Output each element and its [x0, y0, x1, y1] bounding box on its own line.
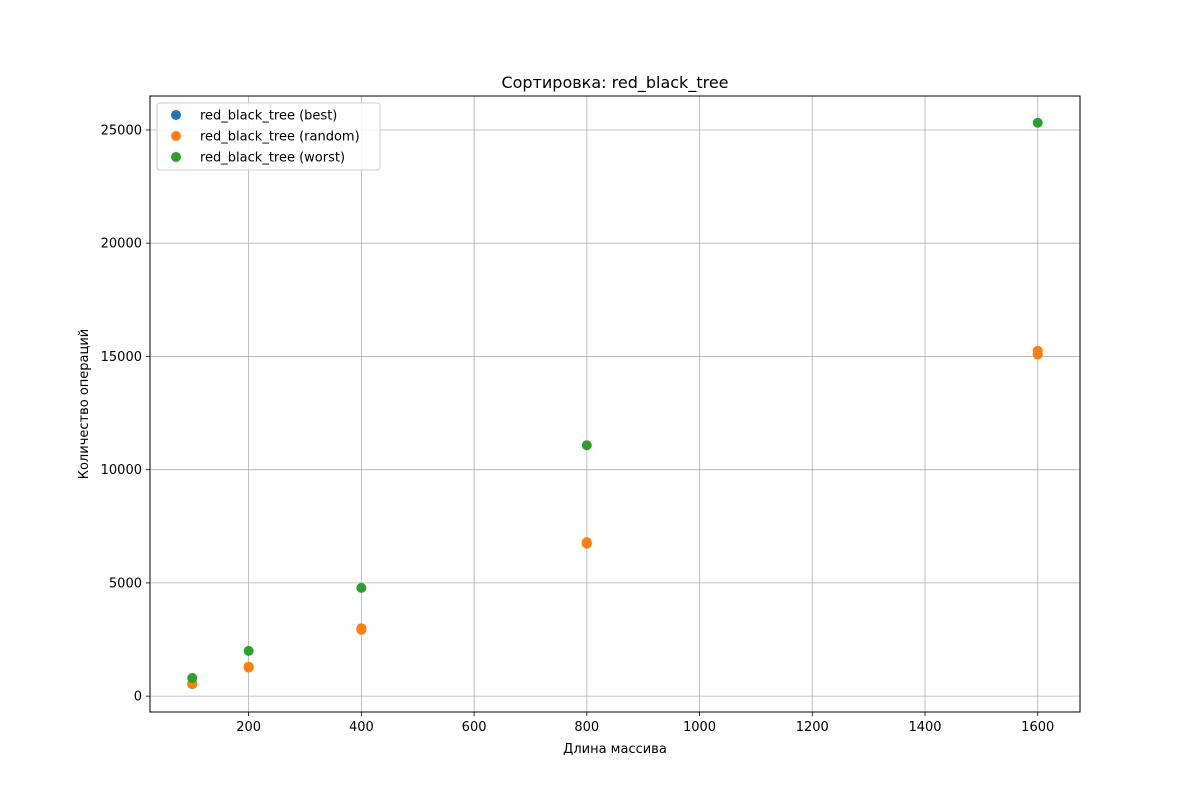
y-tick-label: 15000	[101, 350, 142, 365]
y-tick-label: 20000	[101, 237, 142, 252]
legend-label: red_black_tree (worst)	[200, 151, 345, 166]
scatter-point-series-1	[356, 623, 367, 634]
x-tick-label: 1200	[796, 720, 829, 735]
scatter-point-series-1	[1032, 345, 1043, 356]
y-axis-label: Количество операций	[77, 329, 92, 480]
x-tick-label: 1400	[908, 720, 941, 735]
legend-marker	[171, 110, 181, 120]
scatter-point-series-1	[243, 661, 254, 672]
plot-area-frame	[149, 95, 1081, 713]
legend-label: red_black_tree (random)	[200, 130, 360, 145]
scatter-point-series-1	[581, 537, 592, 548]
x-tick-label: 400	[349, 720, 374, 735]
x-tick-label: 600	[462, 720, 487, 735]
y-tick-label: 25000	[101, 123, 142, 138]
x-tick-label: 800	[574, 720, 599, 735]
scatter-point-series-2	[1032, 117, 1043, 128]
x-tick-label: 1600	[1021, 720, 1054, 735]
scatter-point-series-2	[356, 582, 367, 593]
legend-box	[156, 102, 381, 171]
x-tick-label: 200	[236, 720, 261, 735]
axis-ticks: 200 400 600 800 1000 1200 1400 1600 0 5000 10000 15…	[101, 123, 1055, 735]
legend-label: red_black_tree (best)	[200, 109, 337, 124]
legend: red_black_tree (best) red_black_tree (ran…	[156, 102, 381, 171]
data-points	[187, 117, 1043, 690]
scatter-point-series-2	[581, 440, 592, 451]
y-tick-label: 5000	[109, 576, 142, 591]
legend-marker	[171, 152, 181, 162]
x-axis-label: Длина массива	[563, 742, 667, 757]
x-tick-label: 1000	[683, 720, 716, 735]
grid-lines	[150, 96, 1080, 712]
legend-marker	[171, 131, 181, 141]
scatter-point-series-2	[243, 645, 254, 656]
chart-title: Сортировка: red_black_tree	[501, 73, 728, 93]
scatter-point-series-2	[187, 673, 198, 684]
y-tick-label: 10000	[101, 463, 142, 478]
y-tick-label: 0	[134, 690, 142, 705]
